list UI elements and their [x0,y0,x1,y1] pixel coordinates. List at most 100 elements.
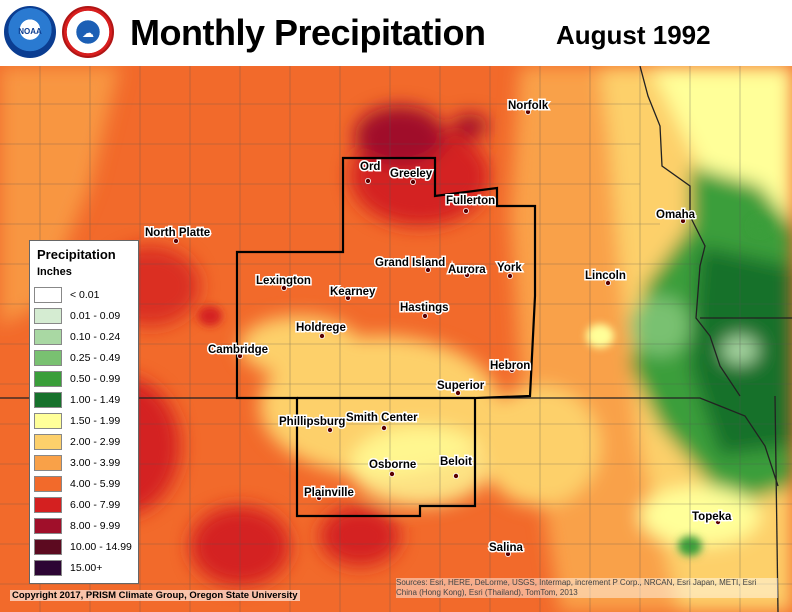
legend-item: 2.00 - 2.99 [34,434,138,452]
city-lexington: Lexington [255,274,312,291]
legend-label: < 0.01 [70,289,100,301]
legend-item: 4.00 - 5.99 [34,476,138,494]
legend-label: 1.00 - 1.49 [70,394,121,406]
legend-item: 0.50 - 0.99 [34,371,138,389]
svg-text:Beloit: Beloit [440,456,472,468]
city-lincoln: Lincoln [584,269,627,286]
svg-text:Kearney: Kearney [330,286,376,298]
svg-text:Greeley: Greeley [390,168,433,180]
legend-swatch [34,308,62,324]
legend-swatch [34,413,62,429]
legend-swatch [34,497,62,513]
legend: Precipitation Inches < 0.01 0.01 - 0.09 0.… [29,240,139,584]
city-york: York [496,261,524,279]
svg-text:Phillipsburg: Phillipsburg [279,416,345,428]
svg-text:Fullerton: Fullerton [446,195,495,207]
svg-text:Lexington: Lexington [256,275,311,287]
legend-item: < 0.01 [34,287,138,305]
legend-label: 8.00 - 9.99 [70,520,121,532]
svg-text:Hastings: Hastings [400,302,449,314]
legend-swatch [34,392,62,408]
noaa-logo: NOAA [4,6,56,58]
city-aurora: Aurora [447,263,488,278]
city-labels: Norfolk Ord Greeley Fullerton Omaha Nort… [144,99,734,557]
legend-swatch [34,455,62,471]
legend-swatch [34,287,62,303]
city-osborne: Osborne [368,458,418,477]
legend-label: 0.01 - 0.09 [70,310,121,322]
city-holdrege: Holdrege [295,321,347,339]
legend-item: 10.00 - 14.99 [34,539,138,557]
nws-logo: ☁ [62,6,114,58]
noaa-logo-text: NOAA [18,27,42,36]
city-hebron: Hebron [489,359,532,374]
svg-text:Salina: Salina [489,542,523,554]
city-salina: Salina [488,541,525,557]
legend-label: 0.50 - 0.99 [70,373,121,385]
legend-label: 4.00 - 5.99 [70,478,121,490]
map-title: Monthly Precipitation [130,12,486,53]
city-ord: Ord [359,160,382,185]
legend-label: 2.00 - 2.99 [70,436,121,448]
legend-item: 6.00 - 7.99 [34,497,138,515]
svg-text:Grand Island: Grand Island [375,257,445,269]
legend-title: Precipitation [37,247,116,262]
city-grand-island: Grand Island [374,256,447,273]
svg-text:Superior: Superior [437,380,485,392]
nws-logo-icon: ☁ [82,26,94,40]
legend-label: 0.25 - 0.49 [70,352,121,364]
city-greeley: Greeley [389,167,434,186]
legend-swatch [34,518,62,534]
legend-swatch [34,434,62,450]
city-beloit: Beloit [439,455,474,479]
legend-item: 1.50 - 1.99 [34,413,138,431]
city-hastings: Hastings [399,301,450,319]
city-superior: Superior [436,379,486,396]
svg-text:Cambridge: Cambridge [208,344,268,356]
legend-swatch [34,371,62,387]
city-smith-center: Smith Center [345,411,420,431]
city-phillipsburg: Phillipsburg [278,415,347,433]
city-plainville: Plainville [303,486,355,501]
svg-text:Topeka: Topeka [692,511,732,523]
svg-text:Osborne: Osborne [369,459,416,471]
legend-label: 6.00 - 7.99 [70,499,121,511]
legend-swatch [34,350,62,366]
svg-text:York: York [497,262,522,274]
legend-label: 0.10 - 0.24 [70,331,121,343]
legend-swatch [34,560,62,576]
attribution-text: Sources: Esri, HERE, DeLorme, USGS, Inte… [396,578,778,598]
legend-item: 0.01 - 0.09 [34,308,138,326]
legend-label: 15.00+ [70,562,103,574]
svg-text:Hebron: Hebron [490,360,530,372]
svg-text:Lincoln: Lincoln [585,270,626,282]
svg-text:Norfolk: Norfolk [508,100,549,112]
map-date: August 1992 [556,20,711,50]
legend-swatch [34,329,62,345]
city-north-platte: North Platte [144,226,212,244]
legend-swatch [34,539,62,555]
svg-text:Smith Center: Smith Center [346,412,418,424]
precipitation-map: Norfolk Ord Greeley Fullerton Omaha Nort… [0,66,792,612]
legend-item: 15.00+ [34,560,138,578]
city-omaha: Omaha [655,208,697,224]
legend-units: Inches [37,266,72,278]
legend-label: 3.00 - 3.99 [70,457,121,469]
legend-item: 3.00 - 3.99 [34,455,138,473]
city-kearney: Kearney [329,285,377,301]
city-topeka: Topeka [691,510,734,525]
forecast-area-outline [235,156,537,518]
legend-swatch [34,476,62,492]
city-fullerton: Fullerton [445,194,497,214]
city-cambridge: Cambridge [207,343,270,359]
legend-item: 8.00 - 9.99 [34,518,138,536]
svg-text:Ord: Ord [360,161,380,173]
state-boundaries [0,66,792,612]
city-norfolk: Norfolk [507,99,550,116]
legend-label: 1.50 - 1.99 [70,415,121,427]
svg-text:Holdrege: Holdrege [296,322,346,334]
svg-text:Aurora: Aurora [448,264,486,276]
legend-item: 1.00 - 1.49 [34,392,138,410]
svg-text:North Platte: North Platte [145,227,210,239]
legend-label: 10.00 - 14.99 [70,541,132,553]
